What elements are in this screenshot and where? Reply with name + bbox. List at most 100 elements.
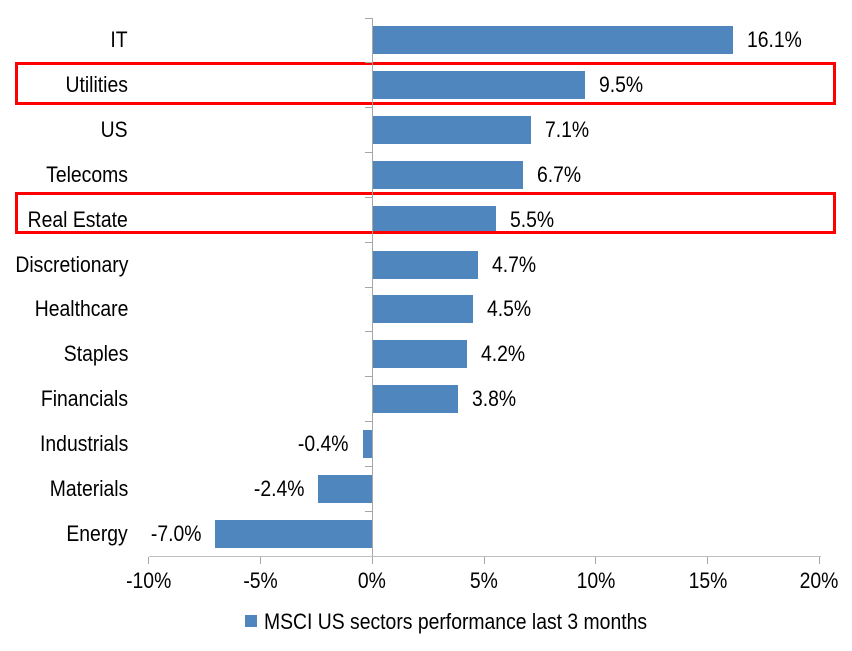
highlight-box — [15, 62, 836, 106]
text: 4.5% — [487, 296, 532, 322]
text: -0.4% — [298, 430, 349, 456]
bar — [372, 205, 496, 234]
category-axis-tick — [364, 331, 372, 333]
text: 5% — [470, 568, 498, 593]
value-axis-tick-label: -5% — [210, 568, 310, 594]
value-label: 9.5% — [599, 71, 649, 99]
legend-label: MSCI US sectors performance last 3 month… — [264, 609, 648, 634]
category-label: US — [0, 116, 128, 144]
category-label: Real Estate — [0, 206, 128, 234]
text: Telecoms — [46, 161, 128, 187]
value-axis-tick — [595, 557, 597, 564]
value-label: 4.7% — [492, 251, 542, 279]
text: US — [101, 117, 128, 143]
text: 10% — [576, 568, 616, 593]
category-label: Financials — [0, 385, 128, 413]
value-axis-tick — [371, 557, 373, 564]
value-label: -2.4% — [247, 475, 304, 503]
text: Staples — [63, 341, 128, 367]
text: 0% — [358, 568, 387, 593]
value-label: 3.8% — [472, 385, 522, 413]
highlight-box — [15, 192, 836, 235]
text: 4.2% — [480, 341, 525, 367]
text: 4.7% — [491, 251, 536, 277]
category-axis-tick — [364, 107, 372, 109]
bar — [372, 385, 458, 414]
text: -7.0% — [150, 520, 202, 546]
text: Industrials — [39, 430, 128, 456]
category-label: Materials — [0, 475, 128, 503]
value-label: -0.4% — [291, 430, 349, 458]
category-label: Discretionary — [0, 251, 128, 279]
text: Utilities — [65, 72, 128, 98]
bar — [372, 340, 467, 369]
value-label: -7.0% — [144, 520, 202, 548]
value-axis-tick-label: -10% — [99, 568, 199, 594]
value-axis-line — [148, 556, 821, 557]
category-axis-tick — [364, 241, 372, 243]
value-axis-tick-label: 0% — [322, 568, 422, 594]
category-label: Industrials — [0, 430, 128, 458]
category-axis-tick — [364, 62, 372, 64]
category-axis-tick — [364, 465, 372, 467]
text: Materials — [49, 475, 128, 501]
category-axis-tick — [364, 152, 372, 153]
text: 9.5% — [599, 72, 644, 98]
bar — [362, 429, 372, 458]
category-label: Telecoms — [0, 161, 128, 189]
text: -5% — [243, 568, 278, 593]
text: -2.4% — [253, 475, 304, 501]
category-label: Staples — [0, 340, 128, 368]
text: IT — [110, 27, 128, 53]
category-label: Utilities — [0, 71, 128, 99]
value-label: 7.1% — [545, 116, 595, 144]
category-axis-line — [371, 18, 373, 556]
bar — [372, 295, 474, 324]
category-axis-tick — [364, 196, 372, 198]
text: 3.8% — [471, 386, 516, 412]
category-label: IT — [0, 26, 128, 54]
category-label: Healthcare — [0, 295, 128, 323]
value-axis-tick — [148, 557, 149, 564]
text: 7.1% — [545, 117, 590, 143]
category-axis-tick — [364, 286, 372, 288]
category-axis-tick — [364, 17, 372, 19]
category-axis-tick — [364, 376, 372, 378]
bar — [372, 160, 523, 189]
category-axis-tick — [364, 421, 372, 422]
value-axis-tick-label: 20% — [770, 568, 852, 594]
category-label: Energy — [0, 520, 128, 548]
bar — [372, 250, 478, 279]
text: Real Estate — [27, 206, 128, 232]
text: 20% — [800, 568, 839, 593]
value-label: 16.1% — [747, 26, 809, 54]
text: Healthcare — [34, 296, 128, 322]
text: 15% — [688, 568, 728, 593]
value-axis-tick-label: 15% — [658, 568, 758, 594]
legend: MSCI US sectors performance last 3 month… — [0, 608, 852, 636]
text: Energy — [66, 520, 128, 546]
bar — [372, 71, 586, 100]
text: Discretionary — [15, 251, 129, 277]
bar — [317, 474, 372, 503]
value-axis-tick — [259, 557, 261, 564]
bar — [372, 26, 733, 55]
text: 6.7% — [536, 161, 581, 187]
text: 16.1% — [746, 27, 802, 53]
value-axis-tick-label: 10% — [546, 568, 646, 594]
value-label: 6.7% — [537, 161, 587, 189]
category-axis-tick — [364, 510, 372, 512]
bar — [372, 116, 532, 145]
legend-square-icon — [245, 615, 257, 627]
value-label: 5.5% — [510, 206, 560, 234]
text: -10% — [125, 568, 172, 593]
text: Financials — [40, 386, 128, 412]
value-axis-tick-label: 5% — [434, 568, 534, 594]
value-label: 4.2% — [481, 340, 531, 368]
value-axis-tick — [483, 557, 485, 564]
value-label: 4.5% — [487, 295, 537, 323]
bar — [215, 519, 372, 548]
text: 5.5% — [509, 206, 554, 232]
value-axis-tick — [819, 557, 820, 564]
